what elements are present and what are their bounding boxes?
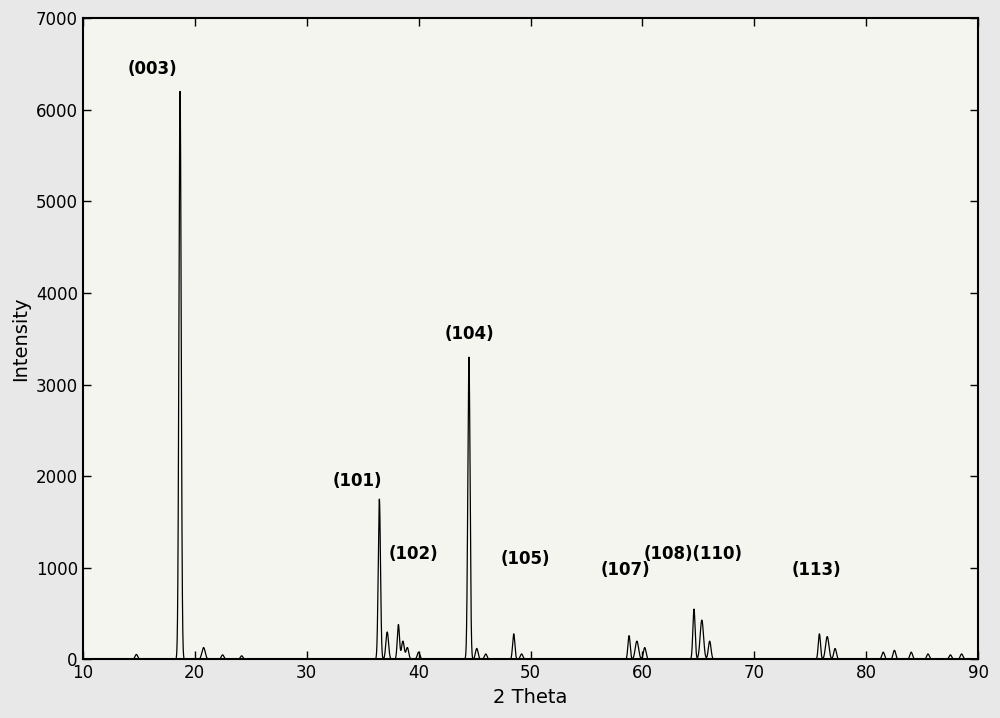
Text: (101): (101): [332, 472, 382, 490]
X-axis label: 2 Theta: 2 Theta: [493, 688, 568, 707]
Text: (113): (113): [791, 561, 841, 579]
Text: (104): (104): [444, 325, 494, 343]
Text: (108)(110): (108)(110): [643, 545, 742, 563]
Text: (102): (102): [388, 545, 438, 563]
Y-axis label: Intensity: Intensity: [11, 297, 30, 381]
Text: (003): (003): [127, 60, 177, 78]
Text: (105): (105): [500, 550, 550, 568]
Text: (107): (107): [601, 561, 651, 579]
